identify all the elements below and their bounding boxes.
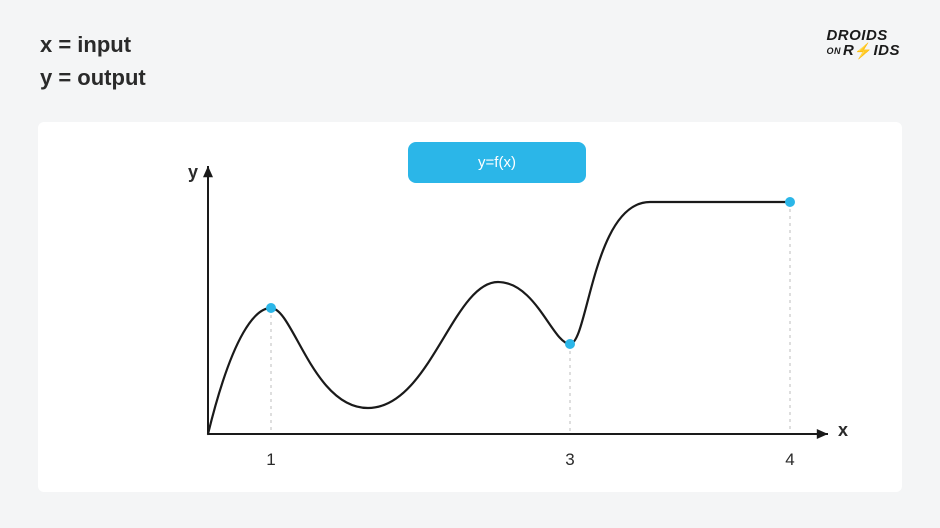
logo-line1: DROIDS: [826, 28, 900, 43]
header-text: x = input y = output: [40, 28, 146, 94]
tick-label-4: 4: [785, 450, 794, 470]
header: x = input y = output DROIDS ONR⚡IDS: [0, 0, 940, 104]
chart-card: y=f(x) y x 134: [38, 122, 902, 492]
function-curve: [208, 202, 790, 434]
function-plot: [38, 122, 902, 492]
y-axis-arrow: [203, 166, 213, 177]
marker-3: [565, 339, 575, 349]
header-line1: x = input: [40, 28, 146, 61]
logo-line2: ONR⚡IDS: [826, 43, 900, 58]
tick-label-1: 1: [266, 450, 275, 470]
x-axis-arrow: [817, 429, 828, 439]
brand-logo: DROIDS ONR⚡IDS: [826, 28, 900, 58]
tick-label-3: 3: [565, 450, 574, 470]
marker-4: [785, 197, 795, 207]
bolt-icon: ⚡: [854, 44, 873, 59]
marker-1: [266, 303, 276, 313]
header-line2: y = output: [40, 61, 146, 94]
